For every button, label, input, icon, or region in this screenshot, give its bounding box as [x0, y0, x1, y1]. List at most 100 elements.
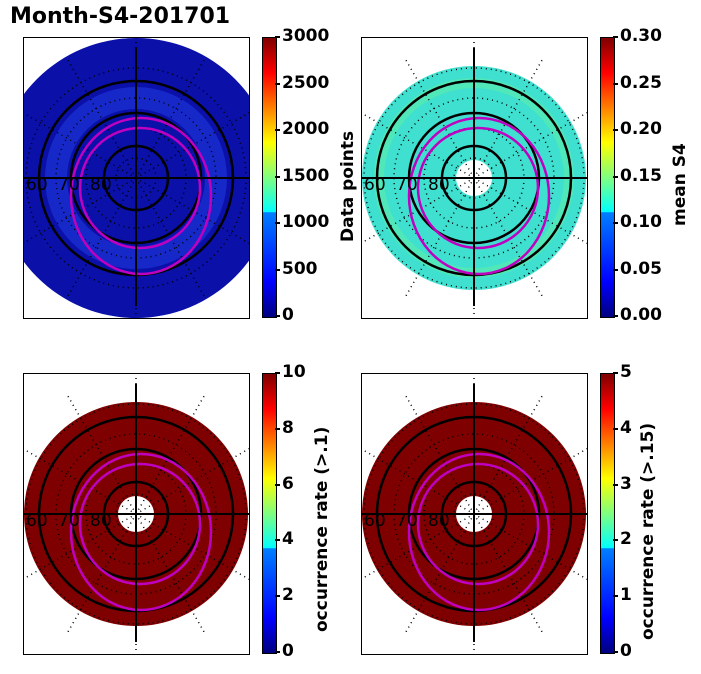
polar-map-svg: 60 70 80 [362, 374, 587, 654]
latitude-label: 80 [428, 511, 450, 531]
colorbar-tick-label: 0.20 [620, 119, 662, 139]
colorbar-tick-label: 0 [282, 305, 294, 325]
dotted-meridian [24, 177, 137, 244]
colorbar-tick-mark [613, 36, 618, 38]
dotted-meridian [135, 177, 249, 245]
polar-map-svg: 60 70 80 [24, 38, 249, 318]
colorbar-tick-label: 0.00 [620, 305, 662, 325]
colorbar-tick-label: 6 [282, 473, 294, 494]
latitude-label: 70 [396, 511, 418, 531]
colorbar-tick-label: 2 [282, 585, 294, 606]
colorbar-tick-label: 0 [620, 641, 632, 661]
latitude-label: 70 [58, 175, 80, 195]
colorbar-tick-mark [275, 129, 280, 131]
colorbar-tick-label: 0.25 [620, 72, 662, 93]
colorbar-tick-label: 1500 [282, 165, 330, 186]
figure-title: Month-S4-201701 [10, 4, 231, 29]
colorbar-tick-label: 1 [620, 585, 632, 606]
dotted-meridian [24, 112, 137, 179]
colorbar-tick-mark [275, 82, 280, 85]
colorbar-tick-mark [613, 175, 618, 178]
colorbar-tick-mark [613, 129, 618, 131]
auroral-oval-inner [78, 462, 202, 586]
colorbar-tick-mark [613, 268, 618, 271]
colorbar-tick-label: 8 [282, 417, 294, 438]
colorbar-tick-label: 0.05 [620, 258, 662, 279]
dotted-meridian [135, 513, 249, 581]
dotted-meridian [24, 513, 137, 580]
colorbar-data-points [262, 37, 277, 318]
colorbar-mean-s4 [600, 37, 615, 318]
latitude-label: 70 [396, 175, 418, 195]
colorbar-tick-mark [275, 651, 280, 653]
auroral-oval-outer [407, 452, 551, 612]
auroral-oval-inner [78, 126, 202, 250]
polar-map-mean-s4: 60 70 80 [361, 37, 588, 319]
colorbar-tick-label: 4 [620, 417, 632, 438]
auroral-oval-inner [416, 126, 540, 250]
colorbar-tick-label: 0 [282, 641, 294, 661]
colorbar-tick-label: 0.30 [620, 26, 662, 46]
colorbar-tick-mark [275, 268, 280, 271]
dotted-meridian [473, 56, 545, 179]
colorbar-tick-mark [613, 539, 618, 542]
colorbar-tick-mark [613, 82, 618, 85]
colorbar-tick-label: 10 [282, 362, 306, 382]
dotted-meridian [65, 177, 137, 300]
colorbar-tick-label: 1000 [282, 212, 330, 232]
latitude-label: 80 [90, 175, 112, 195]
latitude-label: 80 [428, 175, 450, 195]
colorbar-tick-mark [275, 222, 280, 224]
dotted-meridian [135, 111, 249, 179]
colorbar-tick-mark [275, 372, 280, 374]
colorbar-tick-label: 0.10 [620, 212, 662, 232]
colorbar-tick-mark [275, 315, 280, 317]
dotted-meridian [65, 56, 137, 179]
colorbar-tick-mark [613, 372, 618, 374]
latitude-label: 60 [26, 175, 48, 195]
colorbar-tick-mark [613, 595, 618, 598]
polar-map-data-points: 60 70 80 [23, 37, 250, 319]
dotted-meridian [403, 56, 475, 179]
latitude-label: 60 [364, 511, 386, 531]
colorbar-tick-label: 500 [282, 258, 318, 279]
colorbar-tick-mark [275, 427, 280, 430]
dotted-meridian [135, 56, 207, 179]
colorbar-occurrence-01 [262, 373, 277, 654]
colorbar-label: occurrence rate (>.15) [638, 422, 658, 640]
colorbar-tick-label: 2500 [282, 72, 330, 93]
colorbar-tick-mark [613, 222, 618, 224]
colorbar-tick-label: 3 [620, 473, 632, 494]
latitude-label: 80 [90, 511, 112, 531]
colorbar-tick-label: 4 [282, 529, 294, 550]
colorbar-tick-mark [275, 36, 280, 38]
colorbar-tick-mark [275, 175, 280, 178]
colorbar-tick-mark [275, 483, 280, 486]
dotted-meridian [403, 177, 475, 300]
colorbar-tick-label: 5 [620, 362, 632, 382]
colorbar-tick-label: 3000 [282, 26, 330, 46]
auroral-oval-outer [69, 452, 213, 612]
auroral-oval-outer [407, 116, 551, 276]
polar-map-occurrence-01: 60 70 80 [23, 373, 250, 655]
colorbar-tick-mark [613, 315, 618, 317]
polar-map-occurrence-015: 60 70 80 [361, 373, 588, 655]
colorbar-label: mean S4 [670, 143, 690, 226]
polar-map-svg: 60 70 80 [362, 38, 587, 318]
dotted-meridian [135, 447, 249, 515]
auroral-oval-outer [69, 116, 213, 276]
colorbar-tick-mark [613, 651, 618, 653]
colorbar-tick-mark [613, 483, 618, 486]
colorbar-occurrence-015 [600, 373, 615, 654]
polar-map-svg: 60 70 80 [24, 374, 249, 654]
colorbar-tick-mark [275, 595, 280, 598]
colorbar-tick-label: 2 [620, 529, 632, 550]
latitude-label: 60 [364, 175, 386, 195]
colorbar-tick-mark [613, 427, 618, 430]
auroral-oval-inner [416, 462, 540, 586]
colorbar-tick-mark [275, 539, 280, 542]
colorbar-tick-label: 0.15 [620, 165, 662, 186]
colorbar-label: Data points [338, 130, 358, 242]
latitude-label: 70 [58, 511, 80, 531]
colorbar-label: occurrence rate (>.1) [312, 426, 332, 632]
